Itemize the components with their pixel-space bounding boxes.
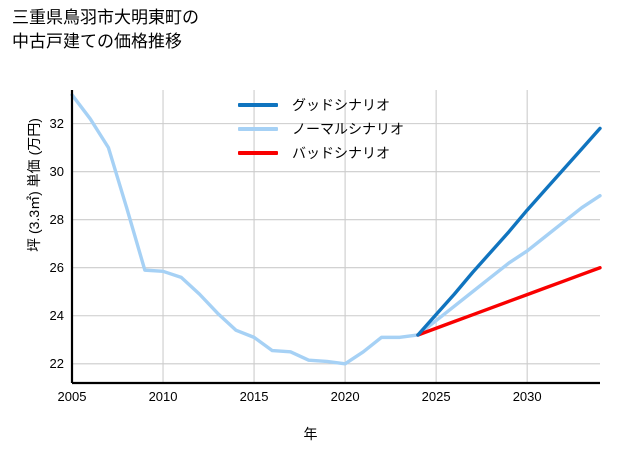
y-tick-label: 24 bbox=[49, 307, 64, 323]
series-line bbox=[416, 266, 602, 337]
chart-title-line-1: 三重県鳥羽市大明東町の bbox=[12, 8, 199, 27]
chart-title-line-2: 中古戸建ての価格推移 bbox=[12, 32, 182, 51]
y-tick-label: 26 bbox=[49, 259, 64, 275]
legend-swatch-bad bbox=[238, 151, 278, 155]
plot-background bbox=[72, 90, 600, 383]
x-tick-label: 2025 bbox=[421, 389, 451, 404]
legend-label-normal: ノーマルシナリオ bbox=[292, 121, 404, 137]
series-line bbox=[416, 126, 602, 337]
x-tick-label: 2010 bbox=[148, 389, 178, 404]
legend-label-good: グッドシナリオ bbox=[292, 97, 390, 113]
y-tick-label: 32 bbox=[49, 115, 64, 131]
legend-item-good[interactable]: グッドシナリオ bbox=[238, 93, 448, 117]
legend-swatch-good bbox=[238, 103, 278, 107]
legend-item-bad[interactable]: バッドシナリオ bbox=[238, 141, 448, 165]
legend-swatch-normal bbox=[238, 127, 278, 131]
x-tick-label: 2005 bbox=[57, 389, 87, 404]
chart-legend: グッドシナリオ ノーマルシナリオ バッドシナリオ bbox=[238, 93, 448, 165]
x-tick-label: 2020 bbox=[330, 389, 360, 404]
series-line bbox=[70, 93, 602, 366]
x-axis-label: 年 bbox=[303, 426, 318, 442]
legend-label-bad: バッドシナリオ bbox=[292, 145, 390, 161]
legend-item-normal[interactable]: ノーマルシナリオ bbox=[238, 117, 448, 141]
y-tick-label: 28 bbox=[49, 211, 64, 227]
data-series-layer bbox=[70, 93, 602, 366]
y-tick-label: 30 bbox=[49, 163, 64, 179]
chart-title: 三重県鳥羽市大明東町の 中古戸建ての価格推移 bbox=[12, 6, 199, 54]
x-tick-label: 2030 bbox=[512, 389, 542, 404]
y-tick-label: 22 bbox=[49, 355, 64, 371]
x-tick-label: 2015 bbox=[239, 389, 269, 404]
y-axis-label: 坪 (3.3㎡) 単価 (万円) bbox=[26, 118, 42, 252]
